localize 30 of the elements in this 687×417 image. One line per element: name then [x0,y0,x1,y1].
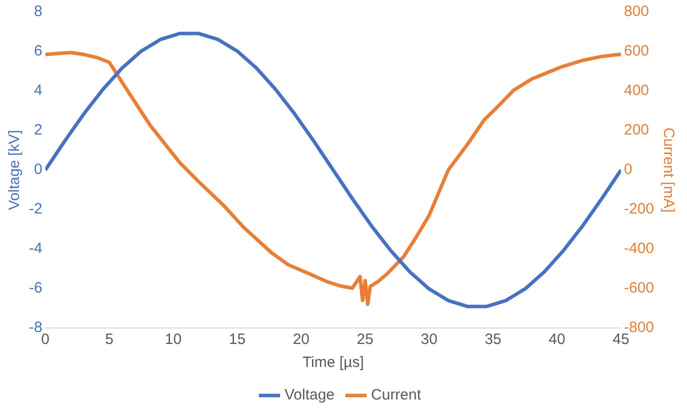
y-tick-label: 0 [34,161,42,178]
y-axis-title: Voltage [kV] [6,130,24,210]
legend-label: Voltage [284,386,335,404]
y2-tick-label: -600 [624,280,654,297]
x-tick-label: 5 [105,331,114,348]
y2-tick-label: -200 [624,200,654,218]
y-tick-label: -6 [28,280,42,297]
x-tick-label: 15 [228,331,246,348]
y2-tick-label: -400 [624,240,654,258]
y-tick-label: 2 [34,122,42,139]
x-tick-label: 40 [548,331,566,348]
x-tick-label: 10 [164,331,182,348]
y2-tick-label: 400 [624,82,650,100]
y-tick-label: -8 [28,319,42,336]
y-tick-label: -4 [28,240,42,258]
y2-axis-title: Current [mA] [660,127,677,213]
y2-tick-label: 600 [624,42,650,60]
y-tick-label: -2 [28,200,42,218]
y2-tick-label: 200 [624,122,650,139]
x-tick-label: 35 [484,331,502,348]
y2-tick-label: 800 [624,3,650,20]
y2-tick-label: 0 [624,161,632,178]
x-axis-title: Time [µs] [302,354,364,372]
y-tick-label: 4 [34,82,42,100]
x-tick-label: 20 [292,331,310,348]
y-tick-label: 8 [34,3,42,20]
legend-label: Current [371,386,422,404]
x-tick-label: 25 [356,331,374,348]
x-tick-label: 30 [420,331,438,348]
y-tick-label: 6 [34,42,42,60]
